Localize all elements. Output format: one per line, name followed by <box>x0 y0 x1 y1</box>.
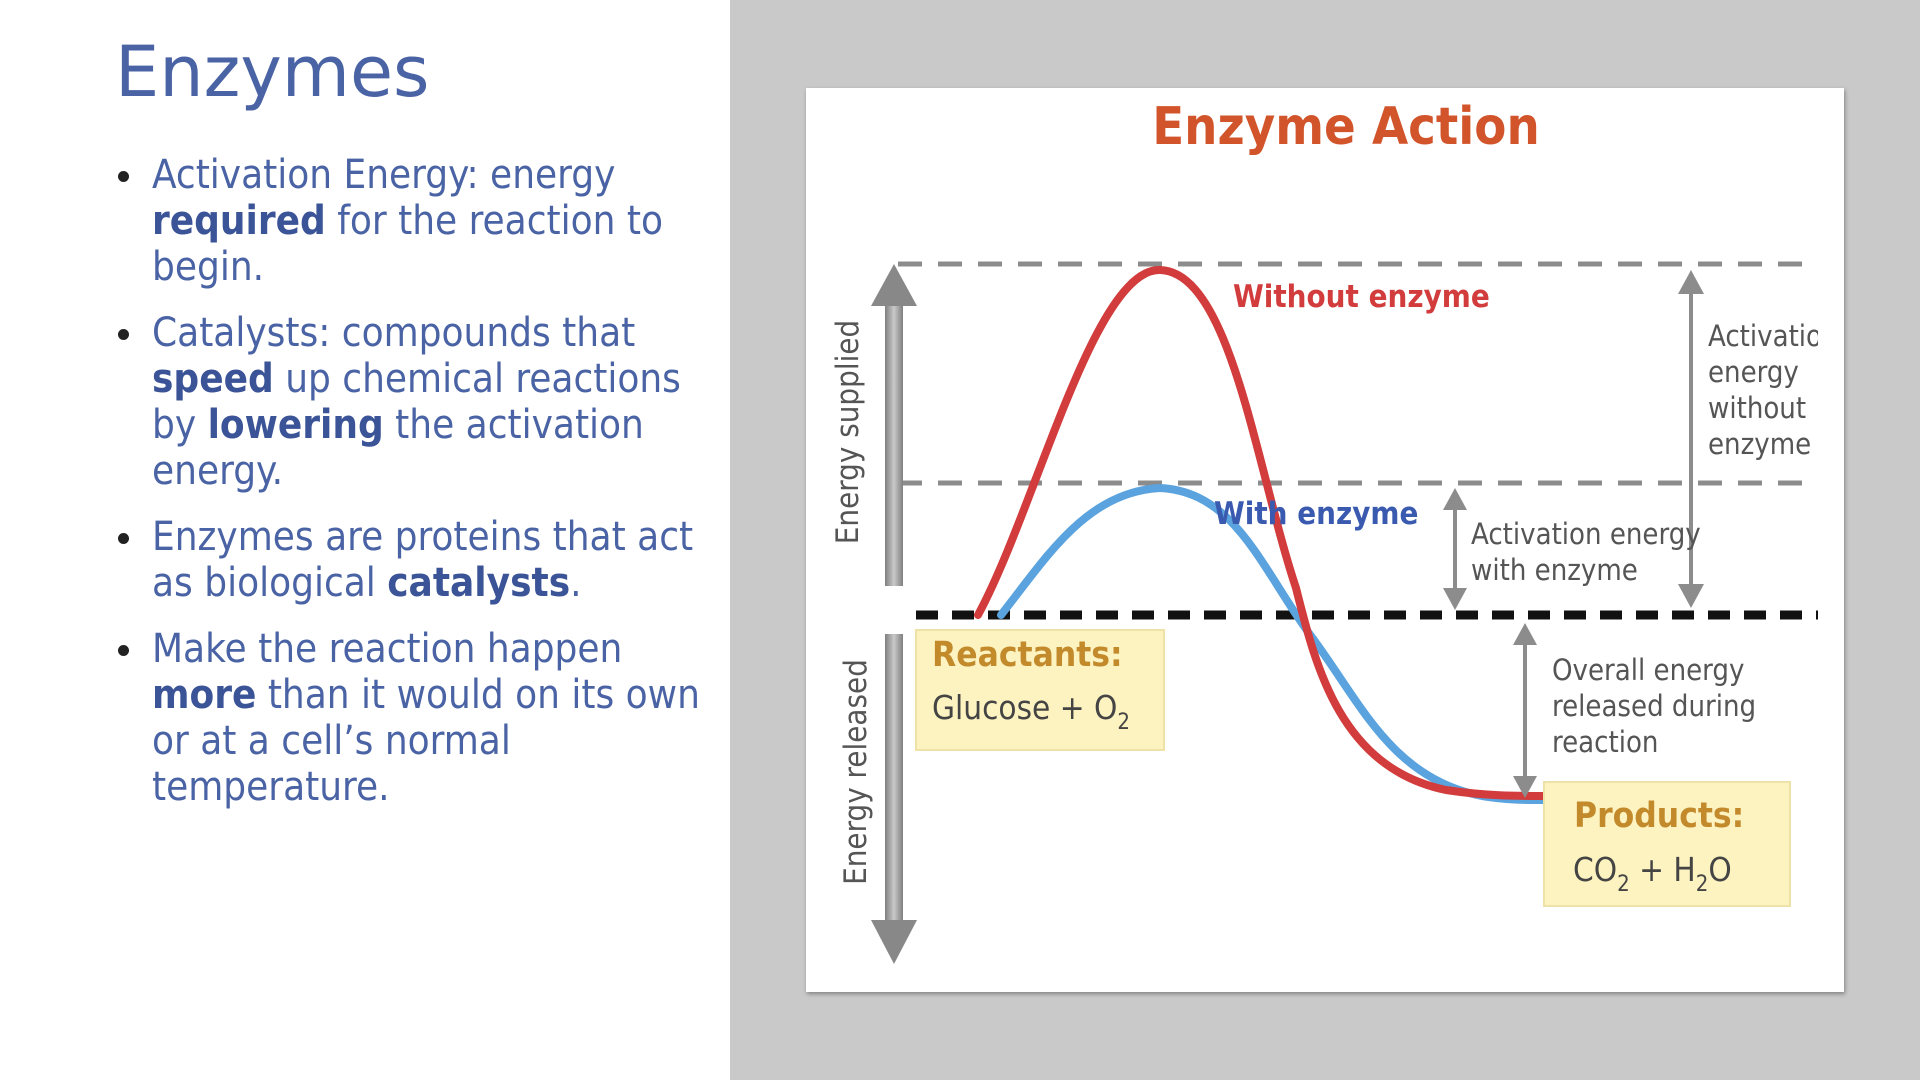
without-enzyme-label: Without enzyme <box>1233 279 1490 315</box>
bullet-dot-icon <box>118 645 129 656</box>
energy-released-label: Energy released <box>838 659 874 885</box>
overall-energy-arrow <box>1513 623 1537 798</box>
bullet-text: Enzymes are proteins that act as biologi… <box>152 514 694 606</box>
products-formula: CO2 + H2O <box>1573 850 1732 897</box>
activation-without-arrow <box>1678 270 1704 608</box>
energy-released-arrow <box>871 634 917 964</box>
bullet-text: Catalysts: compounds that speed up chemi… <box>152 310 681 494</box>
overall-energy-label: Overall energy released during reaction <box>1552 653 1764 759</box>
energy-supplied-arrow <box>871 264 917 586</box>
diagram-title: Enzyme Action <box>1152 97 1540 157</box>
figure-right-clip <box>1818 238 1844 498</box>
with-enzyme-label: With enzyme <box>1214 496 1418 532</box>
without-enzyme-curve <box>974 265 1548 800</box>
reactants-box: Reactants: Glucose + O2 <box>915 629 1165 751</box>
bullet-dot-icon <box>118 329 129 340</box>
bullet-enzymes-proteins: Enzymes are proteins that act as biologi… <box>118 514 703 606</box>
bullet-text: Activation Energy: energy required for t… <box>152 152 663 290</box>
bullet-dot-icon <box>118 533 129 544</box>
enzyme-action-diagram: Enzyme Action Energy supplied Energy rel… <box>830 97 1844 964</box>
energy-supplied-label: Energy supplied <box>830 320 866 544</box>
bullet-catalysts: Catalysts: compounds that speed up chemi… <box>118 310 703 494</box>
bullet-activation-energy: Activation Energy: energy required for t… <box>118 152 703 290</box>
text-pane: Enzymes Activation Energy: energy requir… <box>0 0 730 1080</box>
enzyme-action-figure: Enzyme Action Energy supplied Energy rel… <box>806 88 1844 992</box>
products-box: Products: CO2 + H2O <box>1543 781 1791 907</box>
activation-without-label: Activatio energy without enzyme <box>1708 319 1830 461</box>
products-heading: Products: <box>1574 796 1744 836</box>
bullet-reaction-more: Make the reaction happen more than it wo… <box>118 626 703 810</box>
reactants-heading: Reactants: <box>932 635 1123 675</box>
slide-title: Enzymes <box>115 31 430 113</box>
bullet-text: Make the reaction happen more than it wo… <box>152 626 700 810</box>
bullet-list: Activation Energy: energy required for t… <box>118 152 703 830</box>
activation-with-arrow <box>1443 488 1467 610</box>
activation-with-label: Activation energy with enzyme <box>1471 517 1709 587</box>
bullet-dot-icon <box>118 171 129 182</box>
reactants-formula: Glucose + O2 <box>932 688 1130 735</box>
